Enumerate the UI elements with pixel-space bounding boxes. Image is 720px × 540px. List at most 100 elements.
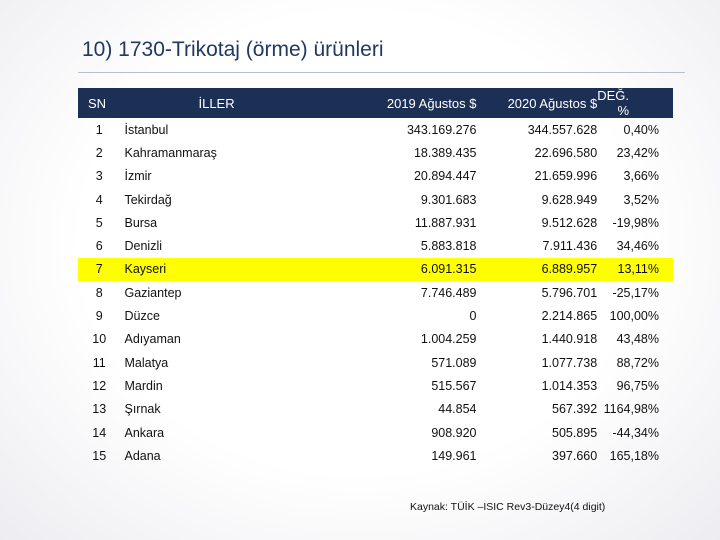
cell-change: 3,52% <box>623 192 659 207</box>
cell-sn: 5 <box>95 215 103 230</box>
table-row: 7 Kayseri 6.091.315 6.889.957 13,11% <box>78 257 673 282</box>
cell-change: 96,75% <box>616 378 659 393</box>
table-row: 12 Mardin 515.567 1.014.353 96,75% <box>78 374 673 397</box>
table-row: 3 İzmir 20.894.447 21.659.996 3,66% <box>78 165 673 188</box>
source-note: Kaynak: TÜİK –ISIC Rev3-Düzey4(4 digit) <box>410 501 606 513</box>
cell-sn: 8 <box>95 285 103 300</box>
cell-sn: 14 <box>92 425 107 440</box>
cell-province: Denizli <box>124 239 162 254</box>
cell-2020: 567.392 <box>552 402 598 417</box>
cell-2020: 2.214.865 <box>541 309 598 324</box>
cell-2019: 149.961 <box>431 448 477 463</box>
cell-2019: 9.301.683 <box>420 192 477 207</box>
cell-sn: 11 <box>92 355 106 370</box>
cell-2020: 21.659.996 <box>534 169 598 184</box>
cell-2019: 343.169.276 <box>406 122 477 137</box>
table-row: 14 Ankara 908.920 505.895 -44,34% <box>78 421 673 444</box>
cell-sn: 3 <box>95 169 103 184</box>
cell-2020: 5.796.701 <box>541 285 598 300</box>
title-divider <box>78 72 685 73</box>
cell-sn: 2 <box>95 145 103 160</box>
header-2019: 2019 Ağustos $ <box>386 95 477 111</box>
table-row: 2 Kahramanmaraş 18.389.435 22.696.580 23,42% <box>78 141 673 164</box>
header-2020: 2020 Ağustos $ <box>507 95 598 111</box>
cell-2019: 7.746.489 <box>420 285 477 300</box>
cell-province: Adıyaman <box>124 332 181 347</box>
cell-2020: 505.895 <box>552 425 598 440</box>
cell-sn: 4 <box>95 192 103 207</box>
cell-province: İzmir <box>124 169 152 184</box>
table-row: 15 Adana 149.961 397.660 165,18% <box>78 444 673 467</box>
cell-sn: 13 <box>92 402 107 417</box>
cell-2019: 18.389.435 <box>413 145 477 160</box>
cell-2019: 1.004.259 <box>420 332 477 347</box>
cell-2019: 11.887.931 <box>414 215 477 230</box>
cell-province: Mardin <box>124 378 163 393</box>
cell-change: 165,18% <box>609 448 659 463</box>
cell-2019: 5.883.818 <box>420 239 477 254</box>
cell-2019: 0 <box>469 309 477 324</box>
cell-sn: 10 <box>92 332 107 347</box>
cell-2019: 571.089 <box>431 355 477 370</box>
cell-change: 43,48% <box>616 332 659 347</box>
cell-province: Adana <box>124 448 161 463</box>
header-deg: DEĞ. % <box>597 88 629 118</box>
cell-province: Tekirdağ <box>124 192 172 207</box>
table-row: 4 Tekirdağ 9.301.683 9.628.949 3,52% <box>78 188 673 211</box>
cell-sn: 15 <box>92 448 107 463</box>
cell-province: Kayseri <box>124 262 167 277</box>
header-iller: İLLER <box>198 95 235 111</box>
cell-change: -44,34% <box>612 425 659 440</box>
cell-2020: 344.557.628 <box>527 122 598 137</box>
cell-province: Düzce <box>124 309 160 324</box>
cell-sn: 12 <box>92 378 107 393</box>
cell-2020: 6.889.957 <box>541 262 598 277</box>
cell-province: Ankara <box>124 425 165 440</box>
table-row: 8 Gaziantep 7.746.489 5.796.701 -25,17% <box>78 281 673 304</box>
cell-change: 23,42% <box>616 145 659 160</box>
cell-province: Malatya <box>124 355 169 370</box>
cell-province: Bursa <box>124 215 158 230</box>
cell-change: -25,17% <box>612 285 659 300</box>
cell-2020: 397.660 <box>552 448 598 463</box>
cell-change: -19,98% <box>612 215 659 230</box>
table-row: 10 Adıyaman 1.004.259 1.440.918 43,48% <box>78 328 673 351</box>
table-header-row: SN İLLER 2019 Ağustos $ 2020 Ağustos $ D… <box>78 88 673 118</box>
cell-2020: 9.628.949 <box>541 192 598 207</box>
table-row: 5 Bursa 11.887.931 9.512.628 -19,98% <box>78 211 673 234</box>
provinces-table: SN İLLER 2019 Ağustos $ 2020 Ağustos $ D… <box>78 88 673 467</box>
cell-sn: 6 <box>95 239 103 254</box>
cell-2019: 515.567 <box>431 378 477 393</box>
cell-sn: 7 <box>95 262 103 277</box>
cell-change: 34,46% <box>616 239 659 254</box>
cell-2019: 20.894.447 <box>413 169 477 184</box>
cell-change: 3,66% <box>623 169 659 184</box>
table-row: 11 Malatya 571.089 1.077.738 88,72% <box>78 351 673 374</box>
cell-change: 100,00% <box>609 309 659 324</box>
cell-2019: 6.091.315 <box>420 262 477 277</box>
cell-sn: 1 <box>95 122 103 137</box>
cell-2020: 7.911.436 <box>542 239 598 254</box>
cell-2020: 1.014.353 <box>541 378 598 393</box>
cell-province: İstanbul <box>124 122 169 137</box>
slide-title: 10) 1730-Trikotaj (örme) ürünleri <box>82 38 384 61</box>
table-row: 13 Şırnak 44.854 567.392 1164,98% <box>78 398 673 421</box>
table-row: 9 Düzce 0 2.214.865 100,00% <box>78 304 673 327</box>
cell-change: 13,11% <box>617 262 659 277</box>
cell-province: Gaziantep <box>124 285 182 300</box>
cell-2019: 908.920 <box>431 425 477 440</box>
cell-2020: 1.440.918 <box>541 332 598 347</box>
cell-2020: 22.696.580 <box>534 145 598 160</box>
cell-change: 1164,98% <box>603 402 659 417</box>
table-row: 1 İstanbul 343.169.276 344.557.628 0,40% <box>78 118 673 141</box>
cell-sn: 9 <box>95 309 103 324</box>
header-sn: SN <box>88 95 107 111</box>
cell-change: 0,40% <box>623 122 659 137</box>
cell-2020: 9.512.628 <box>541 215 598 230</box>
cell-province: Kahramanmaraş <box>124 145 217 160</box>
cell-2020: 1.077.738 <box>541 355 598 370</box>
cell-change: 88,72% <box>616 355 659 370</box>
cell-province: Şırnak <box>124 402 161 417</box>
table-row: 6 Denizli 5.883.818 7.911.436 34,46% <box>78 234 673 257</box>
cell-2019: 44.854 <box>438 402 477 417</box>
